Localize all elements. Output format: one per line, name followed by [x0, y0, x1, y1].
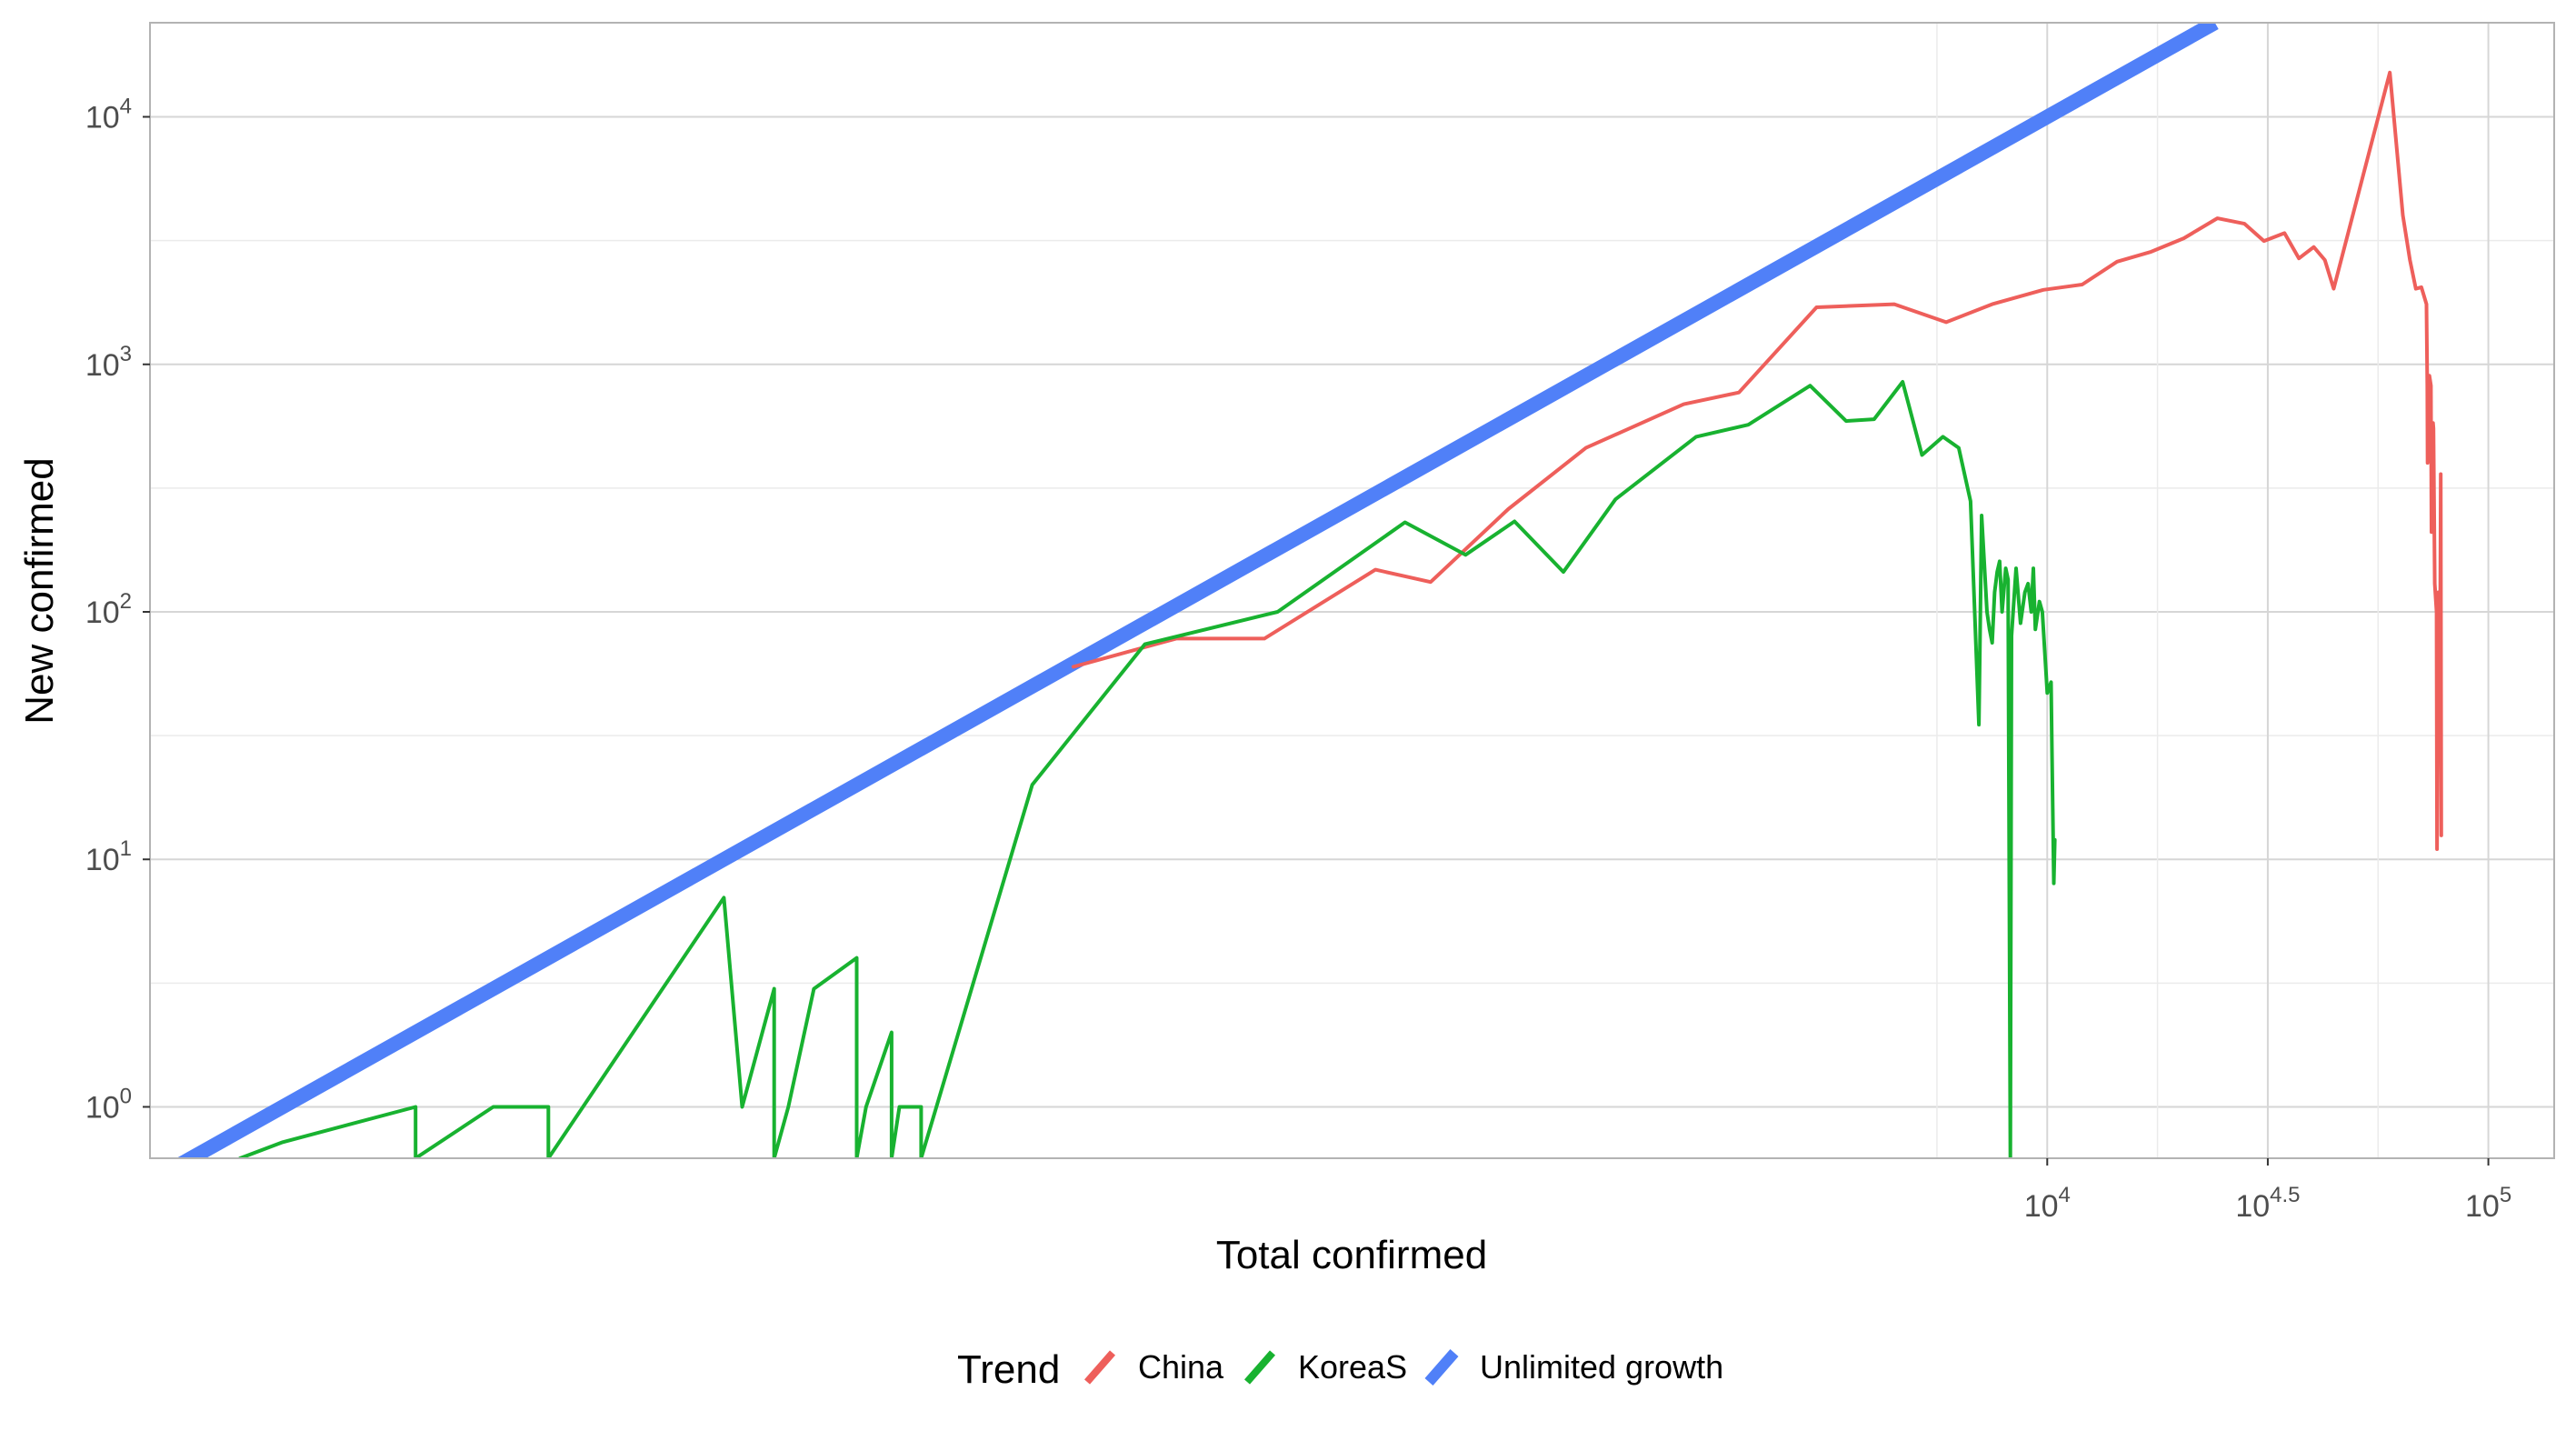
legend-label-unlimited-growth: Unlimited growth — [1480, 1348, 1723, 1386]
legend-title: Trend — [957, 1347, 1060, 1392]
series-line-china — [1071, 70, 2443, 851]
y-tick-label: 104 — [85, 95, 132, 135]
legend-label-china: China — [1138, 1348, 1224, 1386]
y-axis-title: New confirmed — [17, 457, 62, 724]
legend-key-unlimited-growth — [1424, 1349, 1459, 1386]
x-tick-label: 104 — [2024, 1183, 2071, 1224]
legend: Trend China KoreaS Unlimited growth — [957, 1347, 1723, 1392]
series-line-koreas — [238, 380, 2057, 1158]
y-tick-label: 101 — [85, 836, 132, 877]
y-tick-label: 103 — [85, 342, 132, 383]
legend-label-koreas: KoreaS — [1298, 1348, 1407, 1386]
series-layer — [175, 23, 2443, 1158]
series-line-unlimited-growth — [175, 23, 2219, 1158]
x-tick-label: 105 — [2465, 1183, 2511, 1224]
grid — [150, 23, 2554, 1158]
plot-panel-border — [149, 22, 2555, 1159]
x-axis-title: Total confirmed — [1216, 1233, 1487, 1277]
tick-labels: 100 101 102 103 104 104 104.5 105 — [85, 95, 2511, 1224]
y-tick-label: 100 — [85, 1084, 132, 1125]
legend-key-china — [1083, 1350, 1116, 1385]
x-tick-label: 104.5 — [2235, 1183, 2300, 1224]
y-tick-label: 102 — [85, 589, 132, 630]
legend-key-koreas — [1243, 1350, 1276, 1385]
